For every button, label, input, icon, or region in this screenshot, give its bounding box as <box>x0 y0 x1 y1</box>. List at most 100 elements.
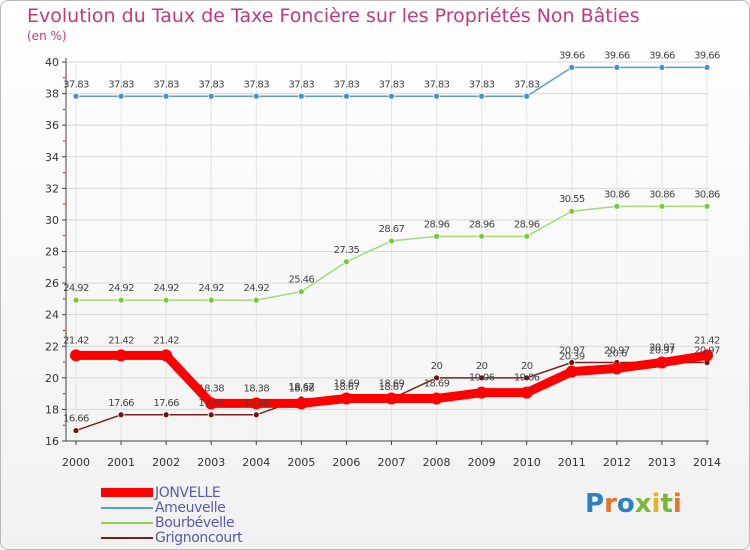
data-label-ameuvelle-2014: 39.66 <box>694 50 720 61</box>
x-tick-label-2011: 2011 <box>558 456 586 469</box>
x-tick-label-2009: 2009 <box>468 456 496 469</box>
point-ameuvelle-2008 <box>433 92 440 100</box>
point-grignoncourt-2011 <box>568 359 576 366</box>
x-tick-label-2014: 2014 <box>693 456 721 469</box>
point-ameuvelle-2005 <box>297 92 305 100</box>
legend-label-jonvelle: JONVELLE <box>155 484 221 501</box>
point-ameuvelle-2013 <box>658 63 666 71</box>
x-tick-label-2003: 2003 <box>197 456 225 469</box>
point-grignoncourt-2009 <box>478 374 486 382</box>
point-jonvelle-2014 <box>701 349 713 362</box>
data-label-ameuvelle-2003: 37.83 <box>198 79 224 90</box>
data-label-grignoncourt-2007: 18.67 <box>379 382 405 393</box>
data-label-jonvelle-2003: 18.38 <box>198 383 224 394</box>
proxiti-logo: Proxiti <box>585 489 682 519</box>
data-label-grignoncourt-2001: 17.66 <box>108 398 134 409</box>
data-label-ameuvelle-2005: 37.83 <box>289 79 315 90</box>
data-label-bourbevelle-2008: 28.96 <box>424 219 450 230</box>
data-label-bourbevelle-2006: 27.35 <box>334 245 360 256</box>
data-label-ameuvelle-2008: 37.83 <box>424 79 450 90</box>
data-label-ameuvelle-2000: 37.83 <box>63 79 89 90</box>
data-label-ameuvelle-2012: 39.66 <box>604 50 630 61</box>
point-bourbevelle-2001 <box>117 296 125 304</box>
y-tick-label-32: 32 <box>45 182 59 195</box>
point-jonvelle-2010 <box>520 386 533 399</box>
point-jonvelle-2008 <box>430 392 443 405</box>
point-jonvelle-2001 <box>115 349 128 362</box>
data-label-ameuvelle-2009: 37.83 <box>469 79 495 90</box>
data-label-ameuvelle-2007: 37.83 <box>379 79 405 90</box>
point-grignoncourt-2001 <box>117 411 125 419</box>
point-bourbevelle-2007 <box>388 237 395 245</box>
data-label-bourbevelle-2004: 24.92 <box>243 283 269 294</box>
point-jonvelle-2011 <box>565 365 578 378</box>
chart-subtitle: (en %) <box>27 29 67 43</box>
point-jonvelle-2005 <box>295 397 308 410</box>
point-bourbevelle-2006 <box>343 258 350 266</box>
data-label-jonvelle-2002: 21.42 <box>153 335 179 346</box>
data-label-bourbevelle-2000: 24.92 <box>63 283 89 294</box>
data-label-jonvelle-2008: 18.69 <box>424 379 450 390</box>
legend-item-bourbevelle: Bourbévelle <box>101 515 242 530</box>
x-tick-label-2000: 2000 <box>62 456 90 469</box>
data-label-ameuvelle-2013: 39.66 <box>649 50 675 61</box>
data-label-jonvelle-2011: 20.39 <box>559 352 585 363</box>
data-label-bourbevelle-2001: 24.92 <box>108 283 134 294</box>
point-ameuvelle-2001 <box>117 92 125 100</box>
data-label-bourbevelle-2012: 30.86 <box>604 189 630 200</box>
legend-label-grignoncourt: Grignoncourt <box>155 529 243 546</box>
point-bourbevelle-2005 <box>297 288 305 296</box>
legend-swatch-bourbevelle <box>101 521 153 524</box>
point-grignoncourt-2000 <box>72 427 80 434</box>
data-label-grignoncourt-2003: 17.66 <box>198 398 224 409</box>
data-label-ameuvelle-2001: 37.83 <box>108 79 134 90</box>
point-grignoncourt-2004 <box>252 411 260 419</box>
data-label-grignoncourt-2004: 17.66 <box>243 398 269 409</box>
point-jonvelle-2009 <box>475 386 488 399</box>
data-label-jonvelle-2005: 18.38 <box>289 383 315 394</box>
x-tick-label-2012: 2012 <box>603 456 631 469</box>
legend-item-jonvelle: JONVELLE <box>101 485 242 500</box>
legend-label-bourbevelle: Bourbévelle <box>155 514 235 531</box>
data-label-grignoncourt-2008: 20 <box>431 361 443 372</box>
data-label-ameuvelle-2010: 37.83 <box>514 79 540 90</box>
data-label-ameuvelle-2004: 37.83 <box>243 79 269 90</box>
y-tick-label-40: 40 <box>45 56 59 69</box>
x-tick-label-2008: 2008 <box>423 456 451 469</box>
point-jonvelle-2012 <box>610 362 623 375</box>
data-label-jonvelle-2014: 21.42 <box>694 335 720 346</box>
point-bourbevelle-2009 <box>478 232 486 240</box>
x-tick-label-2006: 2006 <box>332 456 360 469</box>
data-label-bourbevelle-2005: 25.46 <box>289 275 315 286</box>
point-ameuvelle-2006 <box>343 92 350 100</box>
point-jonvelle-2003 <box>205 397 218 410</box>
point-bourbevelle-2000 <box>72 296 80 304</box>
legend-swatch-grignoncourt <box>101 536 153 539</box>
point-jonvelle-2004 <box>250 397 263 410</box>
point-bourbevelle-2004 <box>252 296 260 304</box>
point-ameuvelle-2007 <box>388 92 395 100</box>
point-ameuvelle-2000 <box>72 92 80 100</box>
data-label-grignoncourt-2010: 20 <box>521 361 533 372</box>
point-jonvelle-2002 <box>160 349 173 362</box>
chart-title: Evolution du Taux de Taxe Foncière sur l… <box>27 5 640 27</box>
point-bourbevelle-2013 <box>658 202 666 210</box>
data-label-bourbevelle-2010: 28.96 <box>514 219 540 230</box>
data-label-bourbevelle-2009: 28.96 <box>469 219 495 230</box>
data-label-grignoncourt-2011: 20.97 <box>559 346 585 357</box>
data-label-bourbevelle-2007: 28.67 <box>379 224 405 235</box>
data-label-jonvelle-2009: 19.06 <box>469 373 495 384</box>
data-label-grignoncourt-2012: 20.97 <box>604 346 630 357</box>
line-chart: 16 18 20 22 24 26 28 30 32 34 36 38 40 2000 2001 2002 20… <box>45 50 721 469</box>
point-ameuvelle-2009 <box>478 92 486 100</box>
data-label-grignoncourt-2006: 18.67 <box>334 382 360 393</box>
y-tick-label-24: 24 <box>45 309 59 322</box>
point-bourbevelle-2014 <box>703 202 711 210</box>
point-bourbevelle-2010 <box>523 232 531 240</box>
data-label-jonvelle-2001: 21.42 <box>108 335 134 346</box>
point-ameuvelle-2011 <box>568 63 576 71</box>
y-tick-label-20: 20 <box>45 372 59 385</box>
point-jonvelle-2006 <box>340 392 353 405</box>
point-ameuvelle-2003 <box>207 92 215 100</box>
